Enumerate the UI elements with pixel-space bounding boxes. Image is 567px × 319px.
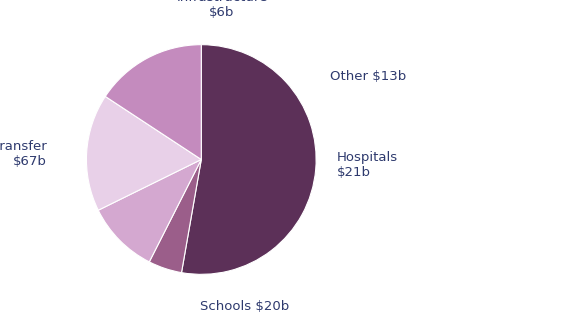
Text: Other $13b: Other $13b <box>330 70 406 83</box>
Wedge shape <box>181 45 316 274</box>
Text: Infrastructure
$6b: Infrastructure $6b <box>176 0 268 19</box>
Text: GST transfer
$67b: GST transfer $67b <box>0 140 46 168</box>
Wedge shape <box>98 160 201 262</box>
Text: Hospitals
$21b: Hospitals $21b <box>337 151 398 179</box>
Wedge shape <box>149 160 201 273</box>
Text: Schools $20b: Schools $20b <box>200 300 290 313</box>
Wedge shape <box>105 45 201 160</box>
Wedge shape <box>86 96 201 210</box>
